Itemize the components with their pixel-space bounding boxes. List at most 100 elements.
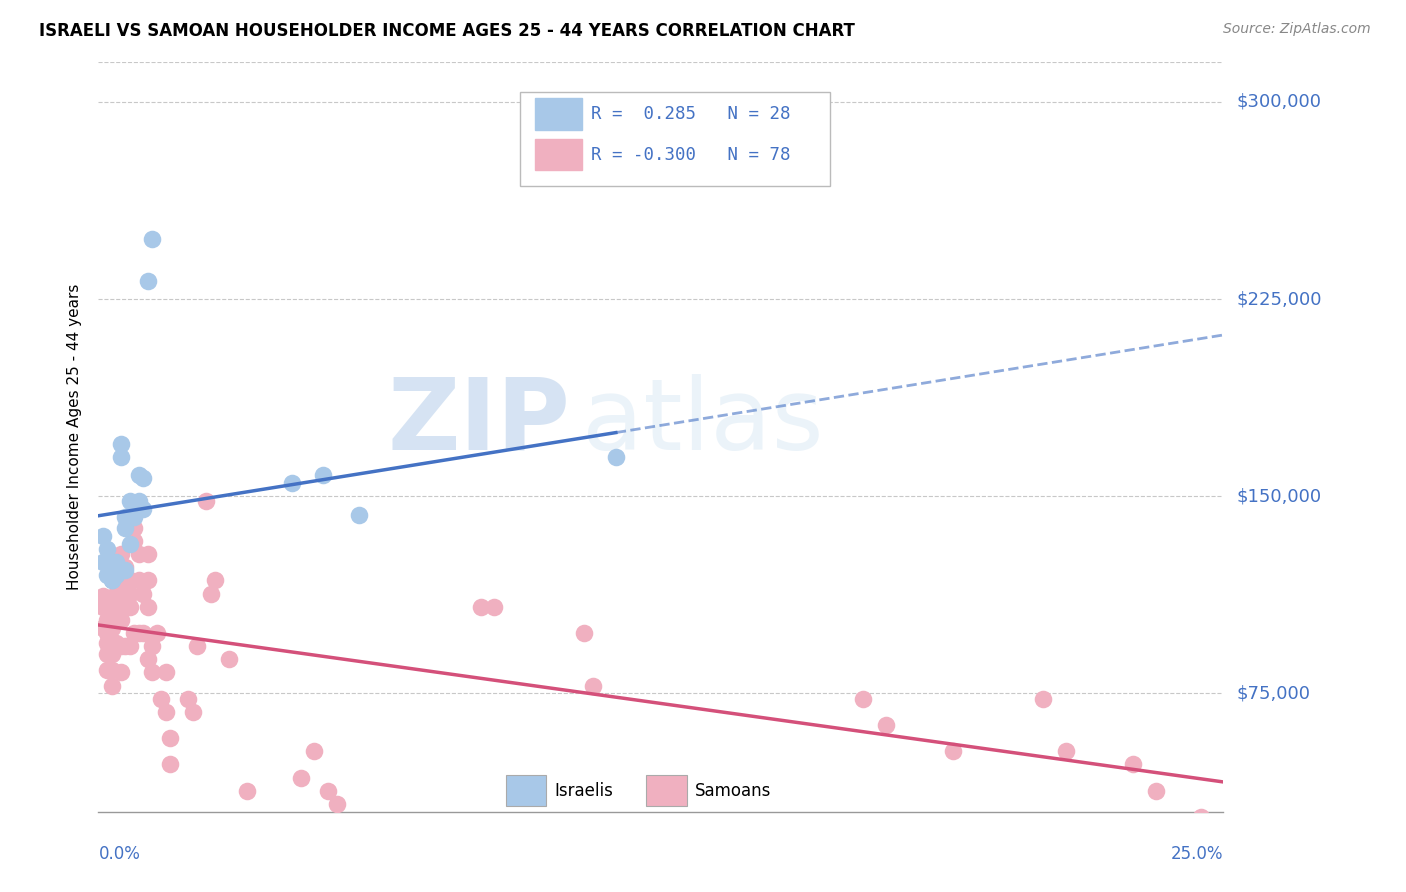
Y-axis label: Householder Income Ages 25 - 44 years: Householder Income Ages 25 - 44 years [67, 284, 83, 591]
Text: 25.0%: 25.0% [1171, 846, 1223, 863]
Point [118, 574, 141, 588]
Point [132, 471, 155, 485]
Text: atlas: atlas [582, 374, 824, 471]
Point [124, 521, 146, 535]
Point [91, 589, 114, 603]
Point [136, 574, 159, 588]
Point [96, 541, 118, 556]
Text: Samoans: Samoans [695, 781, 770, 800]
Point [470, 599, 492, 614]
Point [181, 705, 204, 719]
Point [312, 468, 335, 483]
Point [875, 718, 897, 732]
Point [96, 663, 118, 677]
Point [110, 436, 132, 450]
Point [236, 783, 259, 797]
Point [150, 691, 173, 706]
Point [101, 563, 124, 577]
Point [96, 615, 118, 630]
Point [91, 621, 114, 635]
FancyBboxPatch shape [534, 139, 582, 170]
Point [124, 510, 146, 524]
Point [159, 757, 181, 772]
Point [105, 568, 128, 582]
Point [1189, 810, 1212, 824]
Point [1122, 757, 1144, 772]
Point [110, 665, 132, 680]
Point [91, 555, 114, 569]
Point [105, 599, 128, 614]
Point [204, 574, 226, 588]
Point [110, 586, 132, 600]
Point [124, 626, 146, 640]
Point [582, 679, 605, 693]
Point [96, 647, 118, 661]
Point [101, 563, 124, 577]
Point [118, 586, 141, 600]
Point [195, 494, 218, 508]
Point [96, 568, 118, 582]
Point [105, 586, 128, 600]
Point [136, 599, 159, 614]
Point [128, 547, 150, 561]
Point [186, 639, 208, 653]
Point [101, 594, 124, 608]
Point [200, 586, 222, 600]
Text: Source: ZipAtlas.com: Source: ZipAtlas.com [1223, 22, 1371, 37]
Point [96, 613, 118, 627]
Point [326, 797, 349, 811]
Point [114, 639, 136, 653]
Point [132, 586, 155, 600]
Point [852, 691, 875, 706]
Point [118, 494, 141, 508]
FancyBboxPatch shape [534, 98, 582, 130]
Point [177, 691, 200, 706]
Text: $300,000: $300,000 [1237, 93, 1322, 111]
Text: ISRAELI VS SAMOAN HOUSEHOLDER INCOME AGES 25 - 44 YEARS CORRELATION CHART: ISRAELI VS SAMOAN HOUSEHOLDER INCOME AGE… [39, 22, 855, 40]
Point [155, 665, 177, 680]
Text: $75,000: $75,000 [1237, 684, 1310, 702]
Text: Israelis: Israelis [554, 781, 613, 800]
Point [105, 555, 128, 569]
Point [96, 636, 118, 650]
FancyBboxPatch shape [647, 775, 686, 806]
Point [110, 613, 132, 627]
Point [101, 679, 124, 693]
Point [114, 563, 136, 577]
Text: R = -0.300   N = 78: R = -0.300 N = 78 [591, 145, 790, 163]
Point [110, 547, 132, 561]
Point [101, 574, 124, 588]
Point [110, 560, 132, 574]
Point [1032, 691, 1054, 706]
Point [118, 599, 141, 614]
Point [114, 574, 136, 588]
Point [155, 705, 177, 719]
Point [349, 508, 371, 522]
Point [101, 574, 124, 588]
Point [316, 783, 339, 797]
Point [110, 639, 132, 653]
Point [141, 639, 163, 653]
Point [110, 450, 132, 464]
Point [118, 536, 141, 550]
Point [114, 560, 136, 574]
Point [101, 610, 124, 624]
Point [281, 476, 304, 491]
Point [1144, 783, 1167, 797]
FancyBboxPatch shape [520, 93, 830, 186]
Point [132, 626, 155, 640]
Text: $150,000: $150,000 [1237, 487, 1322, 505]
Point [136, 547, 159, 561]
Point [105, 636, 128, 650]
Point [114, 599, 136, 614]
Point [136, 652, 159, 666]
Point [114, 510, 136, 524]
Point [304, 744, 326, 758]
Point [128, 468, 150, 483]
Text: $225,000: $225,000 [1237, 290, 1322, 308]
Point [146, 626, 169, 640]
Point [290, 771, 312, 785]
Point [114, 521, 136, 535]
Point [96, 626, 118, 640]
Point [218, 652, 240, 666]
